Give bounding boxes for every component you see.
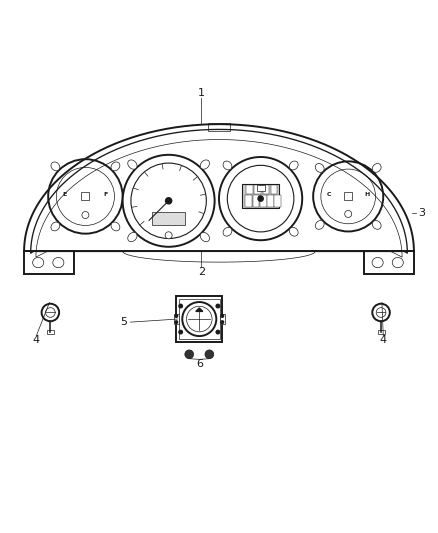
Bar xyxy=(257,185,265,191)
Bar xyxy=(81,192,89,200)
Bar xyxy=(246,185,253,195)
Circle shape xyxy=(175,321,178,324)
Text: F: F xyxy=(104,192,108,197)
Circle shape xyxy=(258,196,263,201)
Bar xyxy=(208,123,230,131)
Bar xyxy=(245,195,252,207)
Circle shape xyxy=(185,350,194,359)
Bar xyxy=(220,314,225,324)
Circle shape xyxy=(57,167,114,225)
Text: 4: 4 xyxy=(33,335,40,345)
Ellipse shape xyxy=(223,161,232,170)
Bar xyxy=(344,192,352,200)
Polygon shape xyxy=(196,308,203,311)
Ellipse shape xyxy=(51,222,60,231)
Bar xyxy=(176,296,223,342)
Text: 5: 5 xyxy=(120,317,127,327)
Circle shape xyxy=(42,304,59,321)
Circle shape xyxy=(179,330,183,334)
Text: 2: 2 xyxy=(198,266,205,277)
Circle shape xyxy=(166,198,172,204)
Bar xyxy=(260,195,267,207)
Circle shape xyxy=(221,321,224,324)
Ellipse shape xyxy=(372,164,381,172)
Circle shape xyxy=(227,165,294,232)
Text: H: H xyxy=(365,192,370,197)
Circle shape xyxy=(216,304,219,308)
Circle shape xyxy=(321,169,375,224)
Text: 1: 1 xyxy=(198,88,205,99)
Circle shape xyxy=(376,308,386,317)
Circle shape xyxy=(221,314,224,317)
Bar xyxy=(242,184,279,208)
Bar xyxy=(378,330,385,334)
Circle shape xyxy=(46,308,55,317)
Circle shape xyxy=(48,159,123,233)
Circle shape xyxy=(131,163,206,238)
Bar xyxy=(179,298,219,340)
Ellipse shape xyxy=(372,257,383,268)
Circle shape xyxy=(175,314,178,317)
Ellipse shape xyxy=(315,221,324,229)
Circle shape xyxy=(313,161,383,231)
Ellipse shape xyxy=(223,228,232,236)
Ellipse shape xyxy=(290,161,298,170)
Bar xyxy=(271,185,277,195)
Ellipse shape xyxy=(33,257,44,268)
Text: 3: 3 xyxy=(418,208,425,218)
Circle shape xyxy=(219,157,302,240)
Ellipse shape xyxy=(200,160,209,169)
Circle shape xyxy=(165,232,172,239)
Ellipse shape xyxy=(290,228,298,236)
Text: 4: 4 xyxy=(380,335,387,345)
Bar xyxy=(262,185,269,195)
Circle shape xyxy=(82,212,89,219)
Bar xyxy=(253,195,259,207)
Circle shape xyxy=(205,350,214,359)
Ellipse shape xyxy=(111,222,120,231)
Ellipse shape xyxy=(315,164,324,172)
Bar xyxy=(364,251,414,274)
Circle shape xyxy=(123,155,215,247)
Bar xyxy=(274,195,281,207)
Bar xyxy=(267,195,274,207)
Ellipse shape xyxy=(392,257,403,268)
Text: 6: 6 xyxy=(196,359,203,369)
Text: C: C xyxy=(327,192,331,197)
Circle shape xyxy=(179,304,183,308)
Bar xyxy=(152,212,185,225)
Ellipse shape xyxy=(51,162,60,171)
Circle shape xyxy=(216,330,219,334)
Ellipse shape xyxy=(111,162,120,171)
Bar xyxy=(47,330,54,334)
Ellipse shape xyxy=(200,232,209,241)
Bar xyxy=(254,185,261,195)
Circle shape xyxy=(372,304,390,321)
Ellipse shape xyxy=(128,232,137,241)
Ellipse shape xyxy=(372,221,381,229)
Bar xyxy=(24,251,74,274)
Text: E: E xyxy=(63,192,67,197)
Bar xyxy=(173,314,179,324)
Circle shape xyxy=(187,306,212,332)
Circle shape xyxy=(182,302,216,336)
Ellipse shape xyxy=(128,160,137,169)
Circle shape xyxy=(345,211,352,217)
Ellipse shape xyxy=(53,257,64,268)
